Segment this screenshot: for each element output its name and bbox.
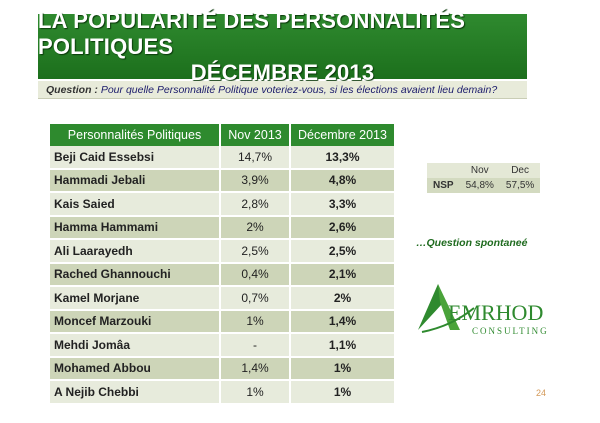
table-row: Rached Ghannouchi 0,4% 2,1% — [50, 263, 396, 287]
row-nov-value: 2,8% — [221, 193, 291, 217]
row-name: Kamel Morjane — [50, 287, 221, 311]
row-nov-value: 2,5% — [221, 240, 291, 264]
header-personalities: Personnalités Politiques — [50, 124, 221, 146]
table-row: Beji Caid Essebsi 14,7% 13,3% — [50, 146, 396, 170]
nsp-table: Nov Dec NSP 54,8% 57,5% — [427, 163, 541, 193]
row-name: Hamma Hammami — [50, 216, 221, 240]
nsp-header-dec: Dec — [499, 163, 541, 178]
row-nov-value: 3,9% — [221, 169, 291, 193]
table-row: Moncef Marzouki 1% 1,4% — [50, 310, 396, 334]
row-nov-value: 0,7% — [221, 287, 291, 311]
row-nov-value: 1,4% — [221, 357, 291, 381]
spontaneous-note: …Question spontaneé — [416, 237, 528, 249]
row-name: Beji Caid Essebsi — [50, 146, 221, 170]
row-dec-value: 1% — [291, 357, 396, 381]
row-nov-value: 1% — [221, 381, 291, 405]
nsp-value-dec: 57,5% — [499, 178, 541, 193]
row-dec-value: 3,3% — [291, 193, 396, 217]
header-nov: Nov 2013 — [221, 124, 291, 146]
table-header-row: Personnalités Politiques Nov 2013 Décemb… — [50, 124, 396, 146]
logo-text-sub: CONSULTING — [472, 326, 549, 336]
nsp-value-nov: 54,8% — [459, 178, 500, 193]
popularity-table: Personnalités Politiques Nov 2013 Décemb… — [50, 124, 396, 405]
row-dec-value: 2,5% — [291, 240, 396, 264]
question-label: Question : — [46, 84, 98, 96]
row-dec-value: 1% — [291, 381, 396, 405]
row-dec-value: 2,6% — [291, 216, 396, 240]
table-row: A Nejib Chebbi 1% 1% — [50, 381, 396, 405]
row-dec-value: 13,3% — [291, 146, 396, 170]
row-dec-value: 1,4% — [291, 310, 396, 334]
row-nov-value: 0,4% — [221, 263, 291, 287]
header-dec: Décembre 2013 — [291, 124, 396, 146]
row-name: Moncef Marzouki — [50, 310, 221, 334]
row-name: Kais Saied — [50, 193, 221, 217]
table-row: Kamel Morjane 0,7% 2% — [50, 287, 396, 311]
logo-text-main: EMRHOD — [448, 300, 543, 325]
row-name: Ali Laarayedh — [50, 240, 221, 264]
row-name: Mehdi Jomâa — [50, 334, 221, 358]
row-name: A Nejib Chebbi — [50, 381, 221, 405]
row-nov-value: 1% — [221, 310, 291, 334]
row-nov-value: 2% — [221, 216, 291, 240]
table-row: Ali Laarayedh 2,5% 2,5% — [50, 240, 396, 264]
nsp-header-nov: Nov — [459, 163, 500, 178]
question-text: Pour quelle Personnalité Politique voter… — [100, 84, 498, 96]
title-line1: LA POPULARITÉ DES PERSONNALITÉS POLITIQU… — [38, 7, 466, 59]
table-row: Kais Saied 2,8% 3,3% — [50, 193, 396, 217]
table-row: Mehdi Jomâa -1,1% — [50, 334, 396, 358]
page-number: 24 — [536, 388, 547, 398]
table-row: Hamma Hammami 2% 2,6% — [50, 216, 396, 240]
row-dec-value: 1,1% — [291, 334, 396, 358]
question-bar: Question : Pour quelle Personnalité Poli… — [38, 81, 527, 99]
title-banner: LA POPULARITÉ DES PERSONNALITÉS POLITIQU… — [38, 8, 527, 85]
row-dec-value: 2% — [291, 287, 396, 311]
row-nov-value: - — [221, 334, 291, 358]
emrhod-logo: EMRHOD CONSULTING — [412, 268, 560, 346]
row-dec-value: 2,1% — [291, 263, 396, 287]
table-row: Mohamed Abbou 1,4% 1% — [50, 357, 396, 381]
nsp-corner — [427, 163, 460, 178]
row-name: Rached Ghannouchi — [50, 263, 221, 287]
row-nov-value: 14,7% — [221, 146, 291, 170]
title-line2: DÉCEMBRE 2013 — [190, 59, 375, 85]
nsp-label: NSP — [427, 178, 460, 193]
table-row: Hammadi Jebali 3,9% 4,8% — [50, 169, 396, 193]
row-dec-value: 4,8% — [291, 169, 396, 193]
row-name: Mohamed Abbou — [50, 357, 221, 381]
row-name: Hammadi Jebali — [50, 169, 221, 193]
